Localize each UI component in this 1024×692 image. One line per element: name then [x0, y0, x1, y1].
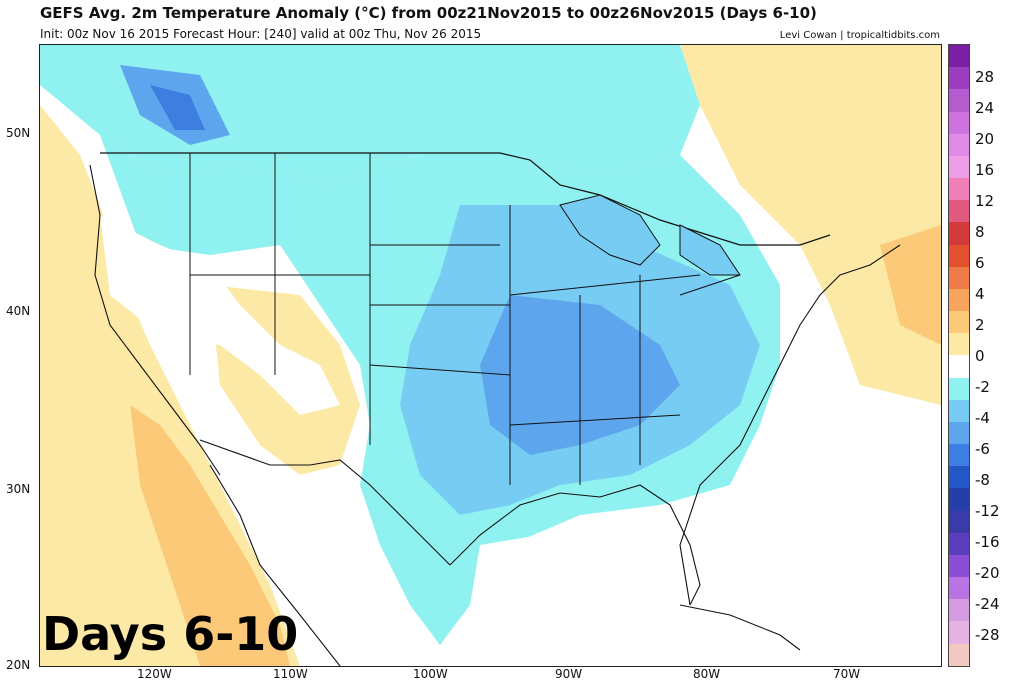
colorbar-segment [949, 266, 969, 289]
colorbar-tick-label: -24 [975, 595, 1000, 613]
colorbar-segment [949, 67, 969, 90]
colorbar-segment [949, 133, 969, 156]
colorbar-tick-label: -20 [975, 564, 1000, 582]
colorbar-tick-label: 12 [975, 192, 995, 210]
lon-label-90w: 90W [555, 667, 583, 681]
colorbar-segment [949, 355, 969, 378]
colorbar-segment [949, 510, 969, 533]
colorbar-tick-label: -2 [975, 378, 990, 396]
colorbar-segment [949, 377, 969, 400]
colorbar-segment [949, 45, 969, 68]
lat-label-20n: 20N [6, 658, 31, 672]
colorbar-segment [949, 333, 969, 356]
colorbar-segment [949, 399, 969, 422]
colorbar-tick-label: 6 [975, 254, 985, 272]
state-lines [189, 153, 741, 485]
lat-label-40n: 40N [6, 304, 31, 318]
map-title: GEFS Avg. 2m Temperature Anomaly (°C) fr… [40, 4, 817, 22]
colorbar-segment [949, 599, 969, 622]
colorbar-segment [949, 532, 969, 555]
colorbar-tick-label: -28 [975, 626, 1000, 644]
colorbar-tick-label: 8 [975, 223, 985, 241]
warm-anomaly-pacific [40, 285, 200, 666]
colorbar-tick-label: 16 [975, 161, 995, 179]
mexico-border [199, 439, 451, 566]
colorbar-segment [949, 554, 969, 578]
colorbar-tick-label: 0 [975, 347, 985, 365]
colorbar-segment [949, 444, 969, 467]
east-coastline [679, 244, 901, 606]
lon-label-80w: 80W [693, 667, 721, 681]
lon-label-120w: 120W [137, 667, 172, 681]
neutral-anomaly-gulf [460, 505, 820, 666]
colorbar-segment [949, 466, 969, 489]
colorbar-tick-label: -12 [975, 502, 1000, 520]
colorbar-tick-label: -8 [975, 471, 990, 489]
lat-label-50n: 50N [6, 126, 31, 140]
cold-anomaly-canada [40, 45, 700, 185]
lat-label-30n: 30N [6, 482, 31, 496]
colorbar-segment [949, 311, 969, 334]
warm-anomaly-baja [130, 405, 290, 666]
colorbar-segment [949, 111, 969, 134]
colorbar-segment [949, 643, 969, 666]
colorbar-tick-label: 2 [975, 316, 985, 334]
map-canvas [40, 45, 941, 666]
colorbar-tick-label: -6 [975, 440, 990, 458]
mexico-coastline [209, 464, 341, 666]
colorbar-tick-label: -4 [975, 409, 990, 427]
neutral-anomaly-west [100, 215, 340, 415]
great-lakes [559, 194, 741, 276]
days-overlay-label: Days 6-10 [42, 607, 299, 661]
colorbar-segment [949, 288, 969, 312]
colorbar-segment [949, 200, 969, 223]
lon-label-100w: 100W [413, 667, 448, 681]
colorbar-tick-label: 20 [975, 130, 995, 148]
lon-label-110w: 110W [273, 667, 308, 681]
map-subtitle: Init: 00z Nov 16 2015 Forecast Hour: [24… [40, 27, 482, 41]
west-coastline [89, 164, 221, 476]
colorbar-segment [949, 577, 969, 600]
gulf-coastline [449, 484, 701, 606]
colorbar-tick-label: -16 [975, 533, 1000, 551]
anomaly-map [39, 44, 942, 667]
credit-label: Levi Cowan | tropicaltidbits.com [779, 30, 940, 41]
cold-anomaly-max [150, 85, 205, 130]
colorbar-segment [949, 155, 969, 179]
colorbar-segment [949, 178, 969, 201]
colorbar-segment [949, 244, 969, 267]
colorbar [948, 44, 970, 667]
cuba-coastline [679, 604, 801, 651]
lon-label-70w: 70W [833, 667, 861, 681]
colorbar-segment [949, 488, 969, 511]
warm-anomaly-northeast [680, 45, 941, 405]
colorbar-segment [949, 222, 969, 245]
colorbar-tick-label: 4 [975, 285, 985, 303]
colorbar-tick-label: 24 [975, 99, 995, 117]
colorbar-tick-label: 28 [975, 68, 995, 86]
warm-anomaly-atlantic [880, 225, 941, 345]
colorbar-segment [949, 621, 969, 644]
colorbar-segment [949, 421, 969, 445]
colorbar-segment [949, 89, 969, 112]
